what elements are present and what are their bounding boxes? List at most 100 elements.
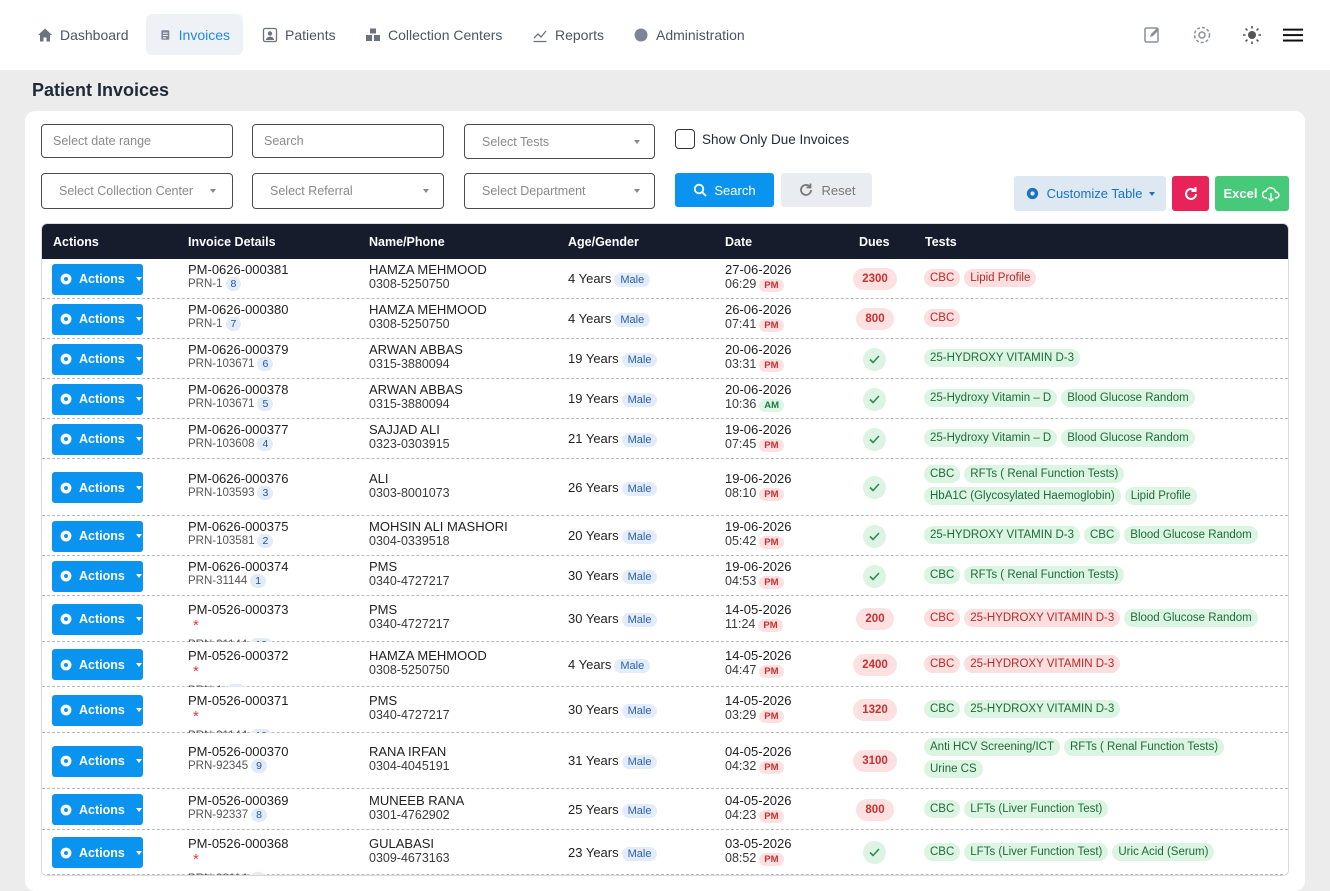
test-tag: CBC — [924, 566, 961, 584]
visit-count-badge: 6 — [257, 357, 274, 371]
actions-button[interactable]: Actions — [52, 303, 143, 335]
actions-button-label: Actions — [79, 802, 125, 817]
age-gender: 30 Years Male — [568, 701, 658, 719]
invoice-number[interactable]: PM-0526-000371 — [188, 693, 289, 708]
nav-patients[interactable]: Patients — [249, 14, 349, 55]
table-row: ActionsPM-0526-000371*PRN-3114410PMS0340… — [42, 687, 1288, 743]
department-select[interactable]: Select Department — [464, 173, 655, 209]
chevron-down-icon — [135, 759, 142, 763]
nav-dashboard[interactable]: Dashboard — [24, 14, 142, 55]
gender-badge: Male — [621, 433, 658, 447]
actions-button[interactable]: Actions — [52, 794, 143, 825]
invoice-date: 19-06-2026 05:42 PM — [725, 519, 792, 549]
actions-button[interactable]: Actions — [52, 649, 143, 680]
test-tag: CBC — [1084, 526, 1121, 544]
test-tag: 25-HYDROXY VITAMIN D-3 — [924, 349, 1080, 367]
test-tag: Blood Glucose Random — [1061, 429, 1195, 447]
actions-button[interactable]: Actions — [52, 263, 143, 295]
actions-button[interactable]: Actions — [52, 560, 143, 592]
prn-number: PRN-92114 — [188, 873, 247, 876]
nav-administration[interactable]: Administration — [620, 14, 758, 55]
search-button[interactable]: Search — [675, 173, 774, 207]
visit-count-badge: 9 — [251, 759, 267, 773]
gender-badge: Male — [621, 481, 658, 496]
date-range-input[interactable]: Select date range — [41, 124, 233, 158]
invoice-number[interactable]: PM-0526-000368 — [188, 835, 289, 851]
chevron-down-icon — [135, 662, 142, 667]
actions-button[interactable]: Actions — [52, 745, 143, 777]
invoice-details: PM-0626-000374 PRN-31144 1 — [188, 559, 288, 588]
due-only-checkbox[interactable] — [675, 129, 695, 149]
actions-button[interactable]: Actions — [52, 837, 143, 868]
time-line: 08:52 PM — [725, 851, 792, 866]
referral-select[interactable]: Select Referral — [252, 173, 444, 209]
actions-button[interactable]: Actions — [52, 383, 143, 415]
time-line: 07:45 PM — [725, 437, 792, 452]
invoice-number[interactable]: PM-0626-000377 — [188, 422, 289, 437]
actions-button-label: Actions — [79, 754, 125, 768]
tests-list: CBC 25-HYDROXY VITAMIN D-3 — [924, 700, 1264, 718]
actions-button[interactable]: Actions — [52, 603, 143, 635]
date-value: 27-06-2026 — [725, 262, 792, 277]
invoice-details: PM-0626-000376 PRN-103593 3 — [188, 471, 288, 500]
actions-button[interactable]: Actions — [52, 472, 143, 503]
invoice-number[interactable]: PM-0626-000375 — [188, 519, 289, 534]
test-tag: LFTs (Liver Function Test) — [964, 842, 1109, 861]
age-gender: 4 Years Male — [568, 310, 651, 328]
nav-patients-label: Patients — [285, 26, 336, 43]
due-badge: 2300 — [853, 268, 897, 290]
ampm-badge: PM — [759, 576, 784, 589]
gender-badge: Male — [621, 704, 658, 718]
invoice-number[interactable]: PM-0626-000374 — [188, 559, 289, 574]
invoice-date: 19-06-2026 07:45 PM — [725, 422, 792, 452]
due-badge: 800 — [856, 798, 894, 821]
invoice-number[interactable]: PM-0626-000376 — [188, 470, 289, 486]
patient-phone: 0308-5250750 — [369, 662, 450, 677]
invoice-icon — [161, 29, 170, 40]
prn-number: PRN-103593 — [188, 486, 255, 499]
collection-center-select[interactable]: Select Collection Center — [41, 173, 233, 209]
invoice-date: 19-06-2026 04:53 PM — [725, 559, 792, 589]
invoice-number[interactable]: PM-0626-000378 — [188, 382, 289, 397]
patient-phone: 0308-5250750 — [369, 277, 450, 291]
actions-button-label: Actions — [79, 529, 125, 543]
patient-age: 4 Years — [568, 656, 612, 672]
invoice-number[interactable]: PM-0526-000372 — [188, 647, 289, 663]
tests-select[interactable]: Select Tests — [464, 124, 655, 159]
invoice-number[interactable]: PM-0526-000373 — [188, 602, 289, 617]
invoice-number[interactable]: PM-0626-000381 — [188, 262, 289, 277]
actions-button[interactable]: Actions — [52, 423, 143, 455]
sun-icon[interactable] — [1241, 24, 1263, 46]
chevron-down-icon — [1149, 191, 1156, 196]
nav-reports[interactable]: Reports — [519, 14, 617, 55]
nav-invoices[interactable]: Invoices — [146, 14, 243, 55]
time-line: 08:10 PM — [725, 486, 792, 501]
administration-icon — [634, 28, 648, 41]
nav-collection-centers[interactable]: Collection Centers — [352, 14, 515, 55]
invoice-number[interactable]: PM-0626-000379 — [188, 342, 289, 357]
invoice-number[interactable]: PM-0626-000380 — [188, 302, 289, 317]
prn-number: PRN-1 — [188, 278, 223, 290]
actions-button-label: Actions — [79, 569, 125, 583]
invoice-number[interactable]: PM-0526-000369 — [188, 792, 289, 808]
patient-name: ARWAN ABBAS — [369, 342, 463, 357]
refresh-icon — [1184, 186, 1197, 200]
refresh-button[interactable] — [1172, 176, 1209, 211]
invoice-date: 14-05-2026 04:47 PM — [725, 648, 792, 678]
actions-button[interactable]: Actions — [52, 343, 143, 375]
actions-button[interactable]: Actions — [52, 694, 143, 726]
invoice-number[interactable]: PM-0526-000370 — [188, 744, 289, 759]
patient-info: SAJJAD ALI 0323-0303915 — [369, 422, 450, 451]
menu-icon[interactable] — [1282, 24, 1304, 46]
search-input[interactable]: Search — [252, 124, 444, 158]
reset-button[interactable]: Reset — [781, 173, 872, 207]
edit-icon[interactable] — [1141, 24, 1163, 46]
date-value: 03-05-2026 — [725, 835, 792, 851]
gear-icon[interactable] — [1191, 24, 1213, 46]
tests-list: 25-HYDROXY VITAMIN D-3 CBC Blood Glucose R… — [924, 526, 1264, 544]
excel-button[interactable]: Excel — [1215, 176, 1289, 211]
customize-table-button[interactable]: Customize Table — [1014, 176, 1166, 211]
test-tag: Urine CS — [924, 760, 983, 778]
visit-count-badge: 7 — [250, 871, 267, 875]
actions-button[interactable]: Actions — [52, 520, 143, 552]
